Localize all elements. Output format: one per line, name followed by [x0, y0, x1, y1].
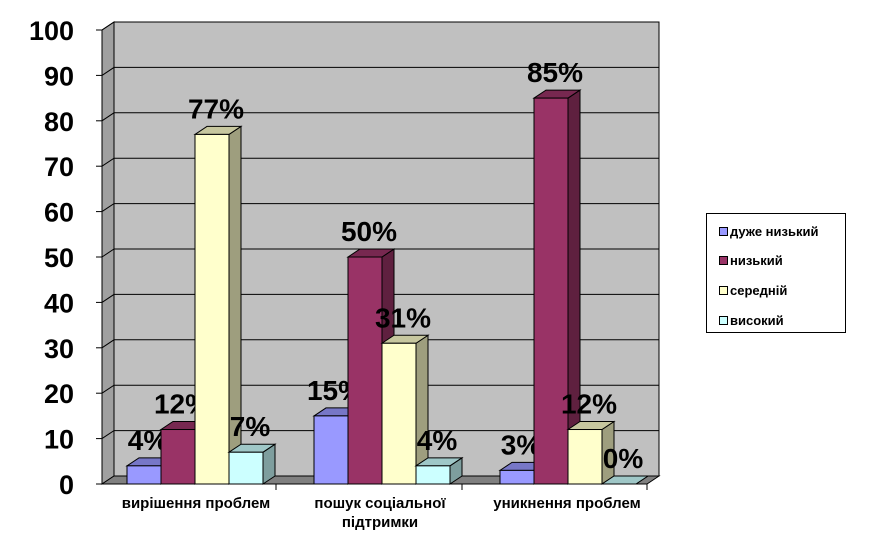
y-tick-label: 80	[44, 107, 74, 137]
y-tick-label: 40	[44, 288, 74, 318]
y-tick-label: 70	[44, 152, 74, 182]
y-tick-label: 10	[44, 425, 74, 455]
gridline	[101, 112, 659, 122]
bar	[415, 465, 451, 485]
y-tick-label: 30	[44, 334, 74, 364]
y-tick-label: 50	[44, 243, 74, 273]
legend-swatch	[719, 316, 728, 325]
y-tick-label: 60	[44, 198, 74, 228]
legend-label: низький	[730, 253, 783, 268]
legend-item: дуже низький	[719, 224, 818, 239]
y-tick-label: 90	[44, 61, 74, 91]
y-tick-label: 100	[29, 16, 74, 46]
data-label: 4%	[417, 425, 458, 456]
bar	[567, 429, 603, 485]
bar	[347, 256, 383, 485]
gridline	[101, 248, 659, 258]
bar	[126, 465, 162, 485]
gridline	[101, 293, 659, 303]
x-tick-label: вирішення проблем	[122, 495, 271, 512]
data-label: 0%	[603, 443, 644, 474]
data-label: 77%	[188, 93, 244, 124]
legend-swatch	[719, 227, 728, 236]
data-label: 7%	[230, 411, 271, 442]
bar	[228, 451, 264, 485]
legend-swatch	[719, 256, 728, 265]
legend: дуже низький низький середній високий	[706, 213, 846, 333]
gridline	[101, 430, 659, 440]
legend-item: низький	[719, 253, 783, 268]
legend-label: середній	[730, 283, 788, 298]
data-label: 12%	[561, 389, 617, 420]
bar	[160, 429, 196, 485]
bar	[499, 469, 535, 485]
bar	[533, 97, 569, 485]
legend-item: високий	[719, 313, 784, 328]
gridline	[101, 203, 659, 213]
gridline	[101, 384, 659, 394]
legend-label: дуже низький	[730, 224, 819, 239]
bar	[381, 342, 417, 485]
legend-label: високий	[730, 313, 784, 328]
y-tick-label: 20	[44, 379, 74, 409]
legend-item: середній	[719, 283, 787, 298]
gridline	[101, 157, 659, 167]
gridline	[101, 66, 659, 76]
bar	[194, 133, 230, 485]
gridline	[101, 21, 659, 31]
data-label: 85%	[527, 57, 583, 88]
y-tick-label: 0	[59, 470, 74, 500]
x-tick-label: пошук соціальної підтримки	[314, 495, 446, 531]
bar	[313, 415, 349, 485]
data-label: 31%	[375, 302, 431, 333]
bar-top	[600, 475, 650, 485]
gridline	[101, 339, 659, 349]
x-tick-label: уникнення проблем	[493, 495, 640, 512]
legend-swatch	[719, 286, 728, 295]
data-label: 50%	[341, 216, 397, 247]
